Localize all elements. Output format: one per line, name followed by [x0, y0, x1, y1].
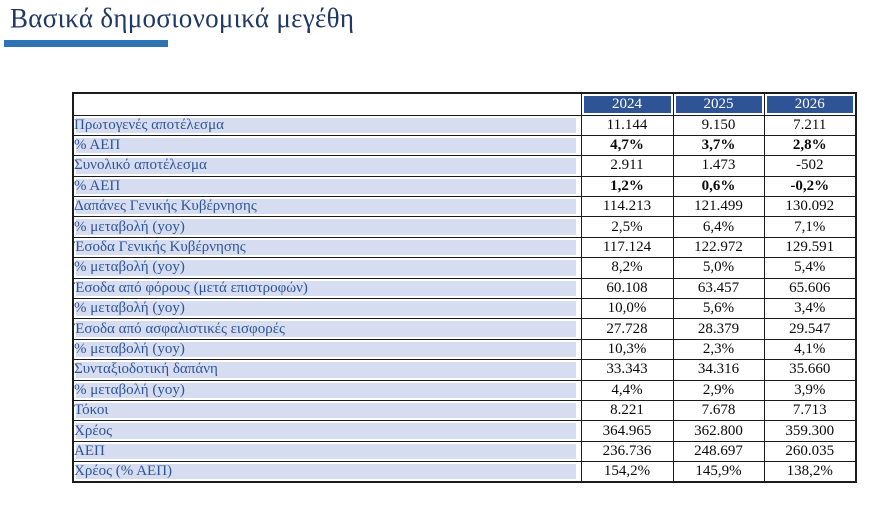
value-cell: 260.035 — [763, 440, 857, 463]
value-cell: -502 — [763, 155, 857, 177]
value-cell: 236.736 — [580, 440, 674, 463]
value-cell: 9.150 — [672, 114, 765, 136]
value-cell: 8.221 — [580, 399, 674, 422]
value-cell: 4,1% — [763, 338, 857, 361]
value-cell: 7.713 — [763, 399, 857, 422]
table-row: Χρέος (% ΑΕΠ) 154,2% 145,9% 138,2% — [72, 461, 857, 483]
table-row: % ΑΕΠ 4,7% 3,7% 2,8% — [72, 134, 857, 157]
value-cell: 65.606 — [763, 277, 857, 300]
row-label-cell: Χρέος (% ΑΕΠ) — [72, 461, 582, 483]
table-row: Δαπάνες Γενικής Κυβέρνησης 114.213 121.499… — [72, 196, 857, 218]
value-cell: 3,4% — [763, 298, 857, 320]
row-label-cell: Έσοδα από ασφαλιστικές εισφορές — [72, 318, 582, 340]
row-label-cell: Έσοδα Γενικής Κυβέρνησης — [72, 236, 582, 259]
table-row: Έσοδα από φόρους (μετά επιστροφών) 60.108… — [72, 277, 857, 300]
table-row: Πρωτογενές αποτέλεσμα 11.144 9.150 7.211 — [72, 114, 857, 136]
row-label-cell: % μεταβολή (yoy) — [72, 216, 582, 238]
value-cell: 2,8% — [763, 134, 857, 157]
row-label-cell: % ΑΕΠ — [72, 134, 582, 157]
value-cell: 33.343 — [580, 359, 674, 381]
value-cell: 11.144 — [580, 114, 674, 136]
value-cell: 35.660 — [763, 359, 857, 381]
table-corner-cell — [72, 92, 582, 116]
value-cell: 34.316 — [672, 359, 765, 381]
table-row: % μεταβολή (yoy) 10,3% 2,3% 4,1% — [72, 338, 857, 361]
row-label-cell: % μεταβολή (yoy) — [72, 379, 582, 401]
year-header-2026: 2026 — [763, 92, 857, 116]
value-cell: 130.092 — [763, 196, 857, 218]
table-row: Χρέος 364.965 362.800 359.300 — [72, 420, 857, 442]
value-cell: 8,2% — [580, 257, 674, 279]
row-label-cell: Δαπάνες Γενικής Κυβέρνησης — [72, 196, 582, 218]
value-cell: 359.300 — [763, 420, 857, 442]
value-cell: 3,7% — [672, 134, 765, 157]
row-label-cell: ΑΕΠ — [72, 440, 582, 463]
value-cell: 248.697 — [672, 440, 765, 463]
value-cell: 122.972 — [672, 236, 765, 259]
value-cell: 4,7% — [580, 134, 674, 157]
row-label-cell: % μεταβολή (yoy) — [72, 338, 582, 361]
table-row: % ΑΕΠ 1,2% 0,6% -0,2% — [72, 175, 857, 198]
year-header-row: 2024 2025 2026 — [72, 92, 857, 116]
value-cell: 154,2% — [580, 461, 674, 483]
value-cell: 7.678 — [672, 399, 765, 422]
table-row: Συνταξιοδοτική δαπάνη 33.343 34.316 35.660 — [72, 359, 857, 381]
fiscal-table: 2024 2025 2026 Πρωτογενές αποτέλεσμα 11.144… — [72, 92, 857, 484]
value-cell: 27.728 — [580, 318, 674, 340]
value-cell: 2.911 — [580, 155, 674, 177]
value-cell: -0,2% — [763, 175, 857, 198]
value-cell: 1.473 — [672, 155, 765, 177]
table-row: % μεταβολή (yoy) 8,2% 5,0% 5,4% — [72, 257, 857, 279]
value-cell: 7,1% — [763, 216, 857, 238]
value-cell: 362.800 — [672, 420, 765, 442]
row-label-cell: Τόκοι — [72, 399, 582, 422]
table-row: % μεταβολή (yoy) 2,5% 6,4% 7,1% — [72, 216, 857, 238]
value-cell: 5,4% — [763, 257, 857, 279]
table-row: % μεταβολή (yoy) 4,4% 2,9% 3,9% — [72, 379, 857, 401]
table-row: Συνολικό αποτέλεσμα 2.911 1.473 -502 — [72, 155, 857, 177]
value-cell: 2,9% — [672, 379, 765, 401]
value-cell: 29.547 — [763, 318, 857, 340]
value-cell: 114.213 — [580, 196, 674, 218]
value-cell: 63.457 — [672, 277, 765, 300]
value-cell: 5,0% — [672, 257, 765, 279]
value-cell: 138,2% — [763, 461, 857, 483]
title-underline-bar — [4, 40, 168, 47]
row-label-cell: Πρωτογενές αποτέλεσμα — [72, 114, 582, 136]
table-row: Τόκοι 8.221 7.678 7.713 — [72, 399, 857, 422]
value-cell: 2,3% — [672, 338, 765, 361]
row-label-cell: % μεταβολή (yoy) — [72, 257, 582, 279]
value-cell: 10,3% — [580, 338, 674, 361]
row-label-cell: % ΑΕΠ — [72, 175, 582, 198]
value-cell: 6,4% — [672, 216, 765, 238]
row-label-cell: % μεταβολή (yoy) — [72, 298, 582, 320]
table-row: ΑΕΠ 236.736 248.697 260.035 — [72, 440, 857, 463]
value-cell: 117.124 — [580, 236, 674, 259]
value-cell: 129.591 — [763, 236, 857, 259]
table-row: % μεταβολή (yoy) 10,0% 5,6% 3,4% — [72, 298, 857, 320]
value-cell: 3,9% — [763, 379, 857, 401]
value-cell: 145,9% — [672, 461, 765, 483]
value-cell: 0,6% — [672, 175, 765, 198]
value-cell: 121.499 — [672, 196, 765, 218]
year-header-2024: 2024 — [580, 92, 674, 116]
value-cell: 28.379 — [672, 318, 765, 340]
row-label-cell: Συνταξιοδοτική δαπάνη — [72, 359, 582, 381]
year-header-2025: 2025 — [672, 92, 765, 116]
value-cell: 4,4% — [580, 379, 674, 401]
value-cell: 2,5% — [580, 216, 674, 238]
page-title: Βασικά δημοσιονομικά μεγέθη — [10, 3, 355, 33]
value-cell: 5,6% — [672, 298, 765, 320]
value-cell: 1,2% — [580, 175, 674, 198]
value-cell: 7.211 — [763, 114, 857, 136]
value-cell: 364.965 — [580, 420, 674, 442]
row-label-cell: Έσοδα από φόρους (μετά επιστροφών) — [72, 277, 582, 300]
value-cell: 10,0% — [580, 298, 674, 320]
table-row: Έσοδα Γενικής Κυβέρνησης 117.124 122.972 12… — [72, 236, 857, 259]
row-label-cell: Χρέος — [72, 420, 582, 442]
value-cell: 60.108 — [580, 277, 674, 300]
row-label-cell: Συνολικό αποτέλεσμα — [72, 155, 582, 177]
table-row: Έσοδα από ασφαλιστικές εισφορές 27.728 28.… — [72, 318, 857, 340]
